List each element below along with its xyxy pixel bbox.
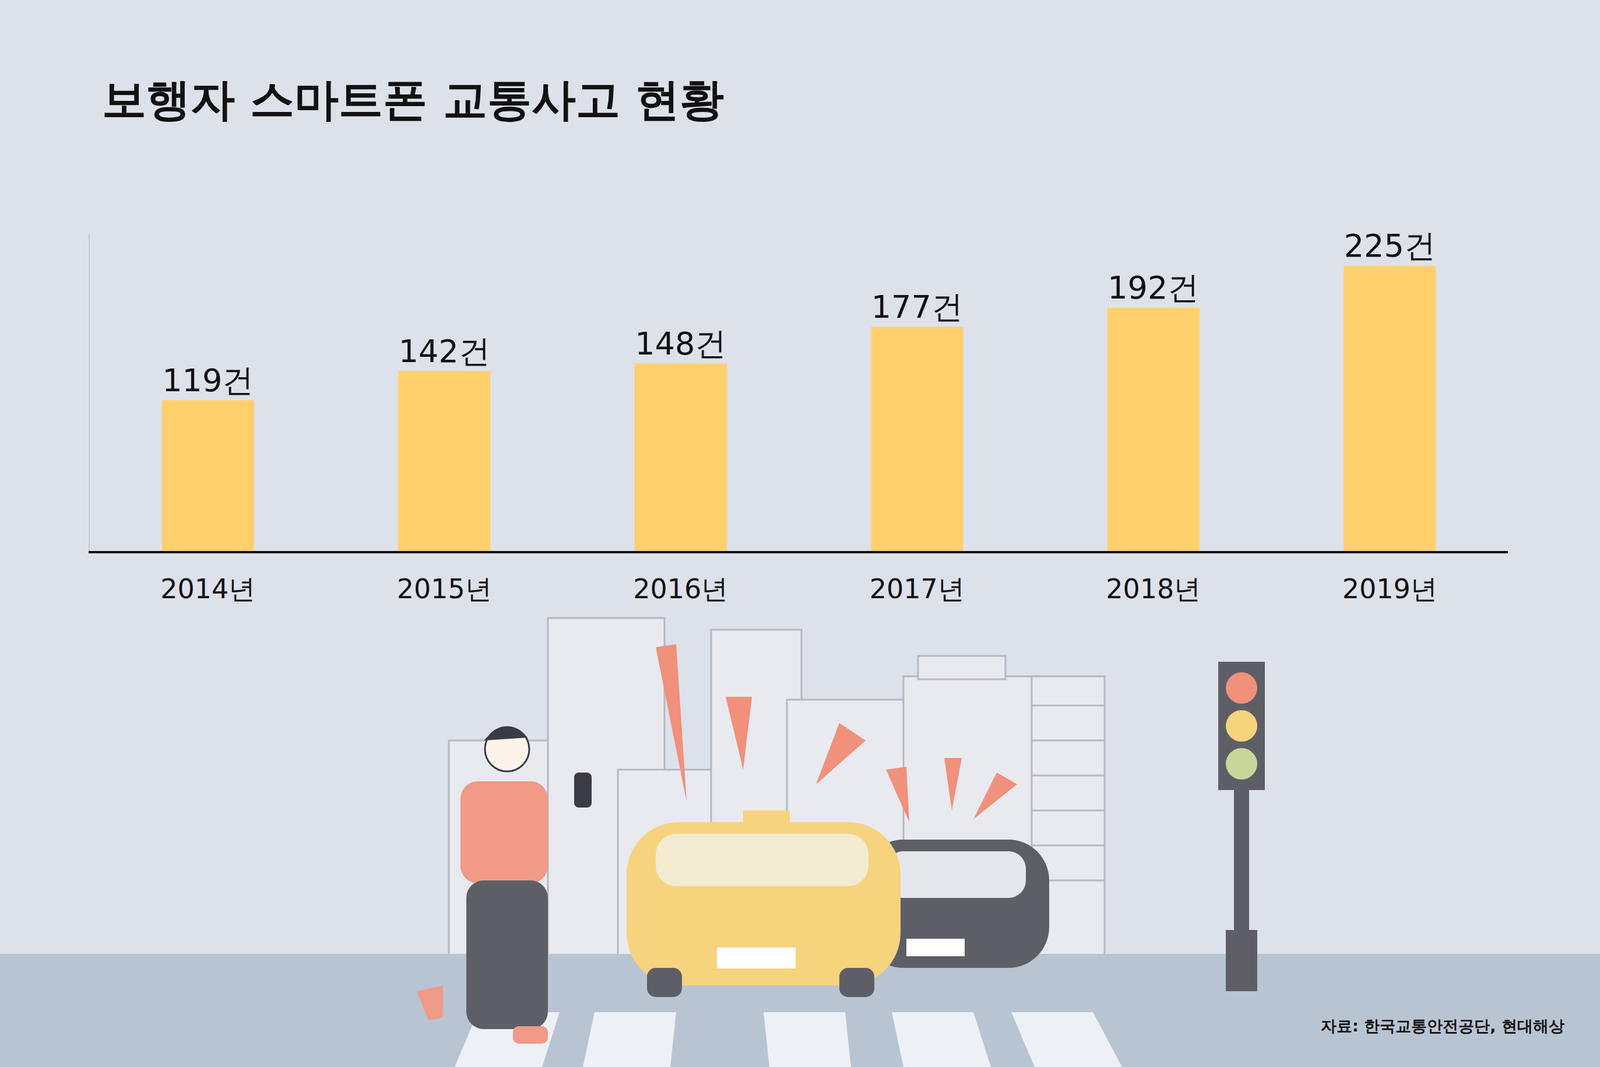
svg-text:2015년: 2015년 <box>396 572 492 605</box>
svg-text:2017년: 2017년 <box>869 572 965 605</box>
svg-text:2018년: 2018년 <box>1105 572 1201 605</box>
svg-text:192건: 192건 <box>1107 269 1199 307</box>
svg-text:자료: 한국교통안전공단, 현대해상: 자료: 한국교통안전공단, 현대해상 <box>1320 1016 1565 1035</box>
svg-text:148건: 148건 <box>634 325 727 362</box>
svg-text:보행자 스마트폰 교통사고 현황: 보행자 스마트폰 교통사고 현황 <box>102 73 724 126</box>
svg-text:2016년: 2016년 <box>633 572 729 605</box>
svg-text:2019년: 2019년 <box>1342 572 1438 605</box>
svg-text:119건: 119건 <box>162 361 254 399</box>
svg-text:142건: 142건 <box>398 332 491 370</box>
svg-text:225건: 225건 <box>1344 227 1436 265</box>
svg-text:2014년: 2014년 <box>160 572 256 605</box>
svg-text:177건: 177건 <box>871 288 963 326</box>
